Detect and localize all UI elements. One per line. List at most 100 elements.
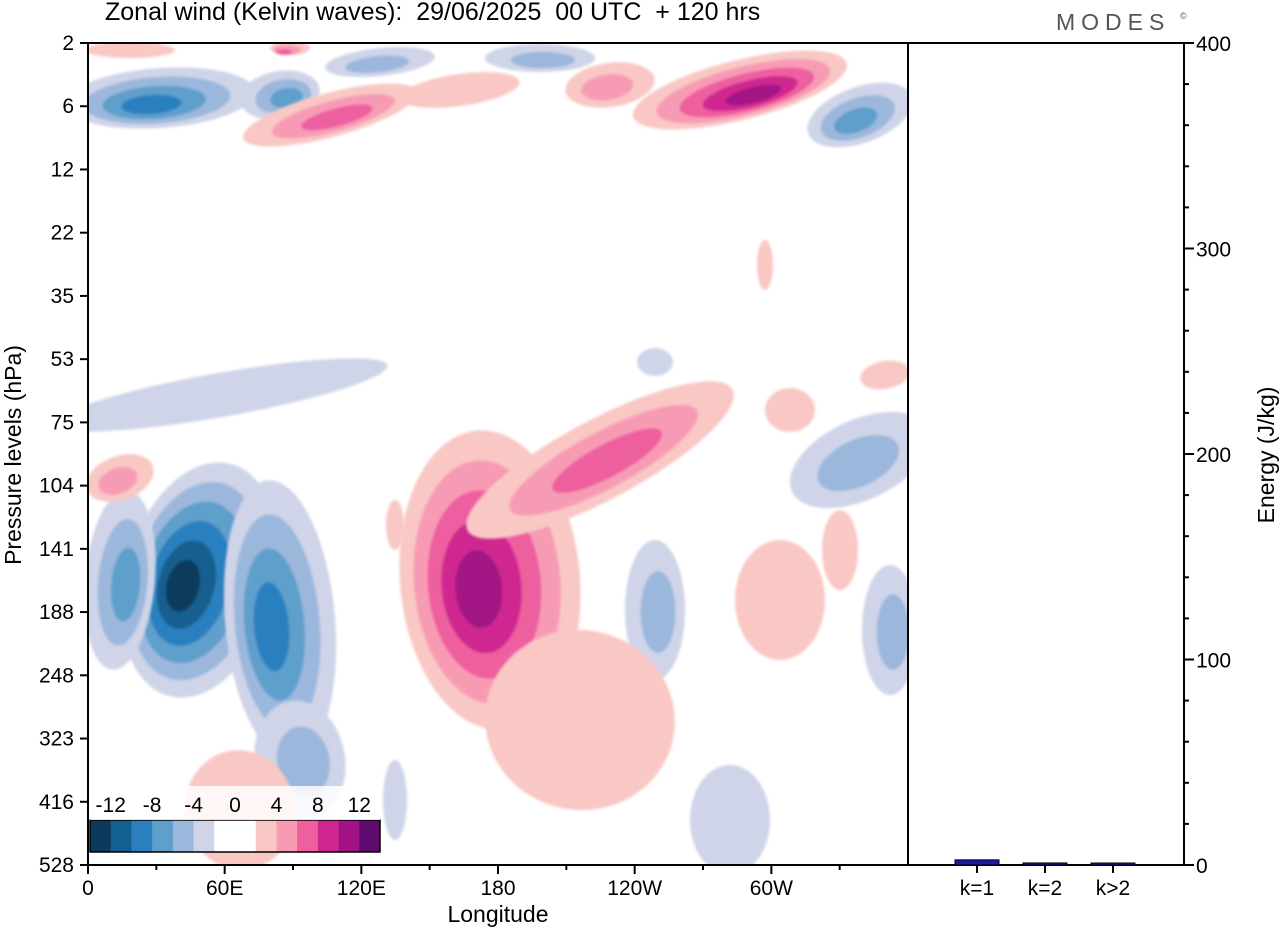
x-axis-title: Longitude	[447, 901, 548, 927]
energy-axis: 0 100 200 300 400	[1184, 33, 1231, 878]
wavenumber-labels: k=1 k=2 k>2	[960, 865, 1130, 900]
negative-anomaly-region	[637, 348, 673, 376]
contour-band	[110, 547, 141, 622]
colorbar-swatch	[255, 820, 277, 852]
contour-band	[817, 434, 899, 492]
brand-logo: MODES	[1056, 9, 1171, 35]
colorbar-swatch	[276, 820, 298, 852]
y-tick-label: 323	[39, 728, 74, 751]
x-tick-label: 120W	[607, 877, 662, 900]
positive-anomaly-region	[242, 83, 418, 147]
brand-copyright-mark: ©	[1180, 11, 1187, 21]
colorbar: -12 -8 -4 0 4 8 12	[89, 786, 381, 853]
positive-anomaly-region	[400, 72, 520, 108]
contour-band	[834, 107, 878, 135]
positive-anomaly-region	[88, 454, 154, 502]
contour-band	[690, 765, 770, 865]
colorbar-swatch	[90, 820, 112, 852]
y-tick-label: 528	[39, 854, 74, 877]
colorbar-swatch	[152, 820, 174, 852]
colorbar-swatch	[214, 820, 236, 852]
longitude-axis: 0 60E 120E 180 120W 60W	[82, 865, 841, 900]
energy-tick-label: 400	[1196, 33, 1231, 56]
contour-band	[121, 94, 182, 115]
contour-band	[276, 726, 330, 797]
positive-anomaly-region	[270, 43, 310, 55]
contour-band	[400, 72, 520, 108]
colorbar-label: 12	[348, 794, 371, 817]
zonal-wind-heatmap	[88, 43, 908, 865]
energy-tick-label: 200	[1196, 444, 1231, 467]
y-axis-title: Pressure levels (hPa)	[0, 345, 26, 565]
positive-anomaly-region	[386, 500, 404, 550]
negative-anomaly-region	[789, 411, 908, 509]
colorbar-swatch	[235, 820, 257, 852]
colorbar-label: 4	[271, 794, 283, 817]
bar-label: k>2	[1096, 877, 1130, 900]
positive-anomaly-region	[765, 388, 815, 432]
y-tick-label: 75	[51, 411, 74, 434]
x-tick-label: 60W	[750, 877, 793, 900]
negative-anomaly-region	[223, 480, 337, 760]
contour-band	[822, 510, 858, 590]
positive-anomaly-region	[757, 240, 773, 290]
chart-title: Zonal wind (Kelvin waves): 29/06/2025 00…	[105, 0, 761, 26]
contour-band	[345, 55, 410, 74]
negative-anomaly-region	[807, 82, 908, 148]
colorbar-swatch	[297, 820, 319, 852]
colorbar-swatch	[359, 820, 381, 852]
negative-anomaly-region	[862, 565, 908, 695]
positive-anomaly-region	[88, 43, 175, 58]
y-tick-label: 416	[39, 791, 74, 814]
energy-bar-k=1	[954, 859, 1000, 866]
contour-band	[275, 49, 293, 55]
y-tick-label: 22	[51, 222, 74, 245]
colorbar-swatch	[317, 820, 340, 852]
contour-band	[765, 388, 815, 432]
energy-bars	[954, 859, 1136, 866]
contour-band	[300, 104, 373, 131]
y-tick-label: 141	[39, 538, 74, 561]
y-tick-label: 6	[62, 95, 74, 118]
colorbar-swatch	[338, 820, 360, 852]
y-tick-label: 104	[39, 475, 74, 498]
energy-tick-label: 300	[1196, 239, 1231, 262]
negative-anomaly-region	[88, 67, 255, 129]
contour-band	[455, 550, 503, 628]
positive-anomaly-region	[860, 360, 908, 390]
contour-band	[383, 760, 407, 840]
contour-band	[725, 84, 782, 106]
positive-anomaly-region	[485, 629, 675, 811]
contour-band	[88, 358, 388, 432]
y-tick-label: 12	[51, 158, 74, 181]
contour-band	[876, 594, 908, 670]
colorbar-label-bg	[90, 786, 380, 820]
bar-label: k=2	[1028, 877, 1062, 900]
energy-tick-label: 100	[1196, 650, 1231, 673]
positive-anomaly-region	[565, 62, 655, 108]
contour-band	[637, 348, 673, 376]
negative-anomaly-region	[625, 540, 685, 680]
positive-anomaly-region	[466, 381, 734, 539]
contour-band	[98, 466, 138, 495]
contour-band	[253, 582, 290, 672]
negative-anomaly-region	[690, 765, 770, 865]
colorbar-swatch	[193, 820, 215, 852]
colorbar-label: -8	[143, 794, 162, 817]
y-tick-label: 2	[62, 32, 74, 55]
negative-anomaly-region	[88, 358, 388, 432]
y-tick-label: 188	[39, 601, 74, 624]
y-tick-label: 53	[51, 348, 74, 371]
y-tick-label: 248	[39, 664, 74, 687]
colorbar-swatch	[172, 820, 195, 852]
positive-anomaly-region	[822, 510, 858, 590]
contour-band	[860, 360, 908, 390]
colorbar-swatch	[110, 820, 132, 852]
colorbar-label: 8	[312, 794, 324, 817]
energy-bar-k>2	[1090, 862, 1136, 866]
negative-anomaly-region	[88, 490, 156, 670]
colorbar-label: -4	[184, 794, 203, 817]
contour-band	[757, 240, 773, 290]
energy-tick-label: 0	[1196, 855, 1208, 878]
